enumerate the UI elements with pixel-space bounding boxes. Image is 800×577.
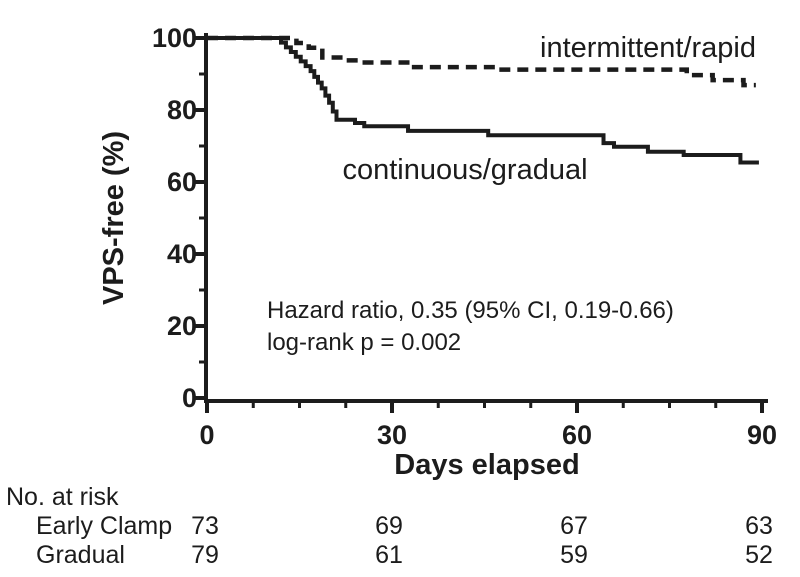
- km-curves: [207, 35, 759, 165]
- hazard-ratio-annotation: Hazard ratio, 0.35 (95% CI, 0.19-0.66): [267, 297, 674, 324]
- risk-count: 69: [375, 512, 403, 540]
- risk-count: 73: [191, 512, 219, 540]
- axis-ticks: 0 20 40 60 80 100 0 30 60 90: [152, 23, 777, 450]
- x-tick-label: 30: [377, 420, 407, 450]
- risk-table-title: No. at risk: [6, 483, 119, 511]
- risk-counts: 73 69 67 63 79 61 59 52: [191, 512, 773, 569]
- y-tick-label: 60: [167, 167, 197, 197]
- y-tick-label: 40: [167, 239, 197, 269]
- risk-row-label-gradual: Gradual: [36, 541, 125, 569]
- x-tick-label: 0: [199, 420, 214, 450]
- risk-row-label-early-clamp: Early Clamp: [36, 512, 172, 540]
- x-tick-label: 60: [562, 420, 592, 450]
- x-tick-label: 90: [747, 420, 777, 450]
- y-tick-label: 80: [167, 95, 197, 125]
- series-label-continuous-gradual: continuous/gradual: [342, 154, 587, 186]
- y-tick-label: 100: [152, 23, 197, 53]
- km-curve-solid: [207, 36, 759, 165]
- y-axis-title: VPS-free (%): [98, 131, 130, 305]
- y-tick-label: 0: [182, 383, 197, 413]
- logrank-annotation: log-rank p = 0.002: [267, 329, 461, 356]
- y-tick-label: 20: [167, 311, 197, 341]
- series-label-intermittent-rapid: intermittent/rapid: [540, 32, 756, 64]
- risk-count: 79: [191, 541, 219, 569]
- risk-count: 61: [375, 541, 403, 569]
- risk-count: 52: [745, 541, 773, 569]
- risk-count: 59: [560, 541, 588, 569]
- risk-count: 67: [560, 512, 588, 540]
- km-curve-dashed: [207, 35, 756, 88]
- x-axis-title: Days elapsed: [394, 449, 579, 481]
- risk-count: 63: [745, 512, 773, 540]
